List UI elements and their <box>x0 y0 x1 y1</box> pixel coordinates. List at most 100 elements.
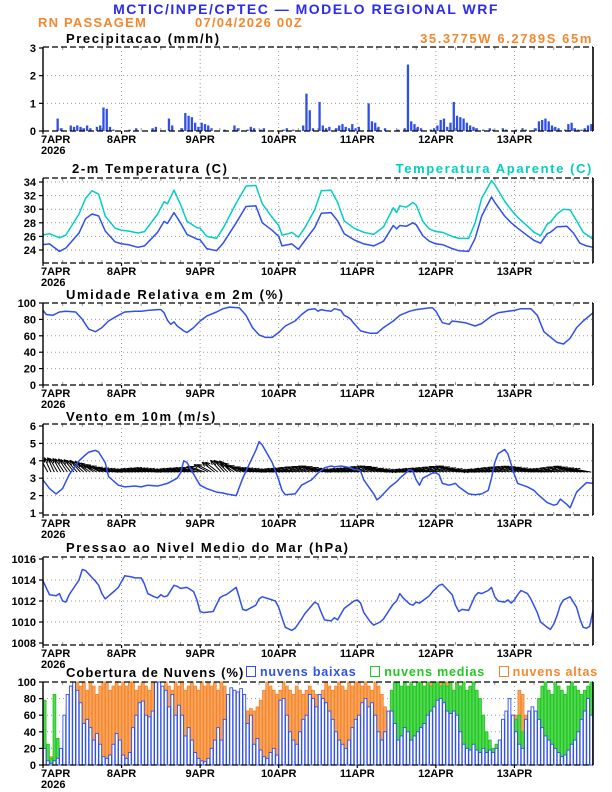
svg-text:2026: 2026 <box>41 659 65 671</box>
legend-label-high-clouds: nuvens altas <box>512 665 598 679</box>
high-clouds-swatch-icon <box>498 665 509 677</box>
svg-text:10APR: 10APR <box>261 768 297 780</box>
svg-text:80: 80 <box>24 314 36 326</box>
run-datetime: 07/04/2026 00Z <box>195 15 303 30</box>
svg-text:34: 34 <box>24 177 37 189</box>
svg-text:4: 4 <box>30 456 37 468</box>
svg-text:7APR: 7APR <box>41 768 70 780</box>
panel-title-temperature: 2-m Temperatura (C) <box>72 161 229 176</box>
panel-title-precipitation: Precipitacao (mm/h) <box>66 31 221 46</box>
svg-text:9APR: 9APR <box>185 134 214 146</box>
svg-text:12APR: 12APR <box>418 134 454 146</box>
svg-text:1008: 1008 <box>12 638 36 650</box>
low-clouds-swatch-icon <box>246 665 256 677</box>
svg-text:13APR: 13APR <box>497 134 533 146</box>
legend-label-mid-clouds: nuvens medias <box>384 665 485 679</box>
svg-text:8APR: 8APR <box>107 648 136 660</box>
svg-text:30: 30 <box>24 204 36 216</box>
svg-text:0: 0 <box>30 380 36 392</box>
svg-text:10APR: 10APR <box>261 648 297 660</box>
svg-text:8APR: 8APR <box>107 266 136 278</box>
svg-text:1014: 1014 <box>12 575 37 587</box>
svg-text:1016: 1016 <box>12 554 36 566</box>
svg-text:5: 5 <box>30 438 36 450</box>
svg-text:40: 40 <box>24 347 36 359</box>
svg-text:11APR: 11APR <box>340 266 375 278</box>
cloud-legend: nuvens baixas nuvens medias nuvens altas <box>246 665 598 679</box>
panel-title-pressure: Pressao ao Nivel Medio do Mar (hPa) <box>66 540 350 555</box>
svg-text:0: 0 <box>30 760 36 772</box>
svg-text:10APR: 10APR <box>261 266 297 278</box>
svg-text:11APR: 11APR <box>340 648 375 660</box>
svg-text:20: 20 <box>24 743 36 755</box>
legend-label-low-clouds: nuvens baixas <box>260 665 357 679</box>
legend-item-mid-clouds: nuvens medias <box>370 665 485 679</box>
svg-text:11APR: 11APR <box>340 388 375 400</box>
svg-text:7APR: 7APR <box>41 134 70 146</box>
svg-text:100: 100 <box>18 298 36 310</box>
svg-text:26: 26 <box>24 231 36 243</box>
svg-text:12APR: 12APR <box>418 768 454 780</box>
svg-text:9APR: 9APR <box>185 266 214 278</box>
svg-text:9APR: 9APR <box>185 648 214 660</box>
svg-text:13APR: 13APR <box>497 768 533 780</box>
svg-text:7APR: 7APR <box>41 266 70 278</box>
svg-text:8APR: 8APR <box>107 388 136 400</box>
mid-clouds-swatch-icon <box>370 665 381 677</box>
svg-text:8APR: 8APR <box>107 134 136 146</box>
svg-text:100: 100 <box>18 677 36 689</box>
svg-text:2: 2 <box>30 491 36 503</box>
svg-text:1012: 1012 <box>12 596 36 608</box>
svg-text:12APR: 12APR <box>418 648 454 660</box>
svg-text:28: 28 <box>24 218 36 230</box>
legend-apparent-temperature: Temperatura Aparente (C) <box>395 161 593 176</box>
svg-text:11APR: 11APR <box>340 518 375 530</box>
svg-text:7APR: 7APR <box>41 388 70 400</box>
svg-text:9APR: 9APR <box>185 518 214 530</box>
svg-text:11APR: 11APR <box>340 134 375 146</box>
svg-text:8APR: 8APR <box>107 768 136 780</box>
legend-item-high-clouds: nuvens altas <box>498 665 598 679</box>
svg-text:32: 32 <box>24 191 36 203</box>
svg-text:60: 60 <box>24 331 36 343</box>
svg-text:3: 3 <box>30 473 36 485</box>
svg-text:1: 1 <box>30 508 36 520</box>
svg-text:7APR: 7APR <box>41 518 70 530</box>
svg-text:6: 6 <box>30 421 36 433</box>
svg-text:2: 2 <box>30 71 36 83</box>
panel-title-humidity: Umidade Relativa em 2m (%) <box>66 287 285 302</box>
svg-text:2026: 2026 <box>41 779 65 791</box>
svg-text:40: 40 <box>24 727 36 739</box>
svg-text:11APR: 11APR <box>340 768 375 780</box>
svg-text:20: 20 <box>24 364 36 376</box>
svg-text:60: 60 <box>24 710 36 722</box>
station-coordinates: 35.3775W 6.2789S 65m <box>420 31 593 46</box>
svg-text:13APR: 13APR <box>497 648 533 660</box>
svg-text:2026: 2026 <box>41 145 65 157</box>
svg-text:12APR: 12APR <box>418 388 454 400</box>
page-title: MCTIC/INPE/CPTEC — MODELO REGIONAL WRF <box>113 1 499 17</box>
svg-text:13APR: 13APR <box>497 388 533 400</box>
station-name: RN PASSAGEM <box>38 15 148 30</box>
panel-title-cloud-cover: Cobertura de Nuvens (%) <box>66 665 245 680</box>
svg-text:2026: 2026 <box>41 277 65 289</box>
svg-text:2026: 2026 <box>41 529 65 541</box>
legend-item-low-clouds: nuvens baixas <box>246 665 357 679</box>
svg-text:8APR: 8APR <box>107 518 136 530</box>
svg-text:10APR: 10APR <box>261 388 297 400</box>
svg-text:10APR: 10APR <box>261 518 297 530</box>
svg-text:2026: 2026 <box>41 399 65 411</box>
panel-title-wind: Vento em 10m (m/s) <box>66 409 217 424</box>
svg-text:12APR: 12APR <box>418 518 454 530</box>
station-row: RN PASSAGEM 07/04/2026 00Z <box>38 15 303 30</box>
svg-text:10APR: 10APR <box>261 134 297 146</box>
svg-text:9APR: 9APR <box>185 388 214 400</box>
svg-text:1: 1 <box>30 98 36 110</box>
svg-text:13APR: 13APR <box>497 518 533 530</box>
svg-text:7APR: 7APR <box>41 648 70 660</box>
svg-text:13APR: 13APR <box>497 266 533 278</box>
svg-text:80: 80 <box>24 694 36 706</box>
svg-text:3: 3 <box>30 43 36 55</box>
